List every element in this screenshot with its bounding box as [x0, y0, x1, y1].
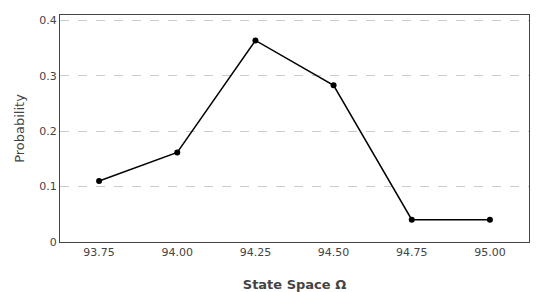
svg-text:State Space Ω: State Space Ω [243, 277, 346, 292]
svg-text:94.00: 94.00 [162, 246, 194, 259]
svg-text:0.2: 0.2 [39, 125, 57, 138]
svg-text:0.1: 0.1 [39, 180, 57, 193]
svg-text:94.75: 94.75 [396, 246, 428, 259]
svg-text:95.00: 95.00 [474, 246, 506, 259]
svg-text:0.3: 0.3 [39, 70, 57, 83]
svg-text:93.75: 93.75 [83, 246, 115, 259]
svg-text:0: 0 [50, 236, 57, 249]
svg-text:94.25: 94.25 [240, 246, 271, 259]
svg-text:0.4: 0.4 [39, 14, 57, 27]
svg-text:94.50: 94.50 [318, 246, 350, 259]
svg-text:Probability: Probability [12, 94, 27, 163]
